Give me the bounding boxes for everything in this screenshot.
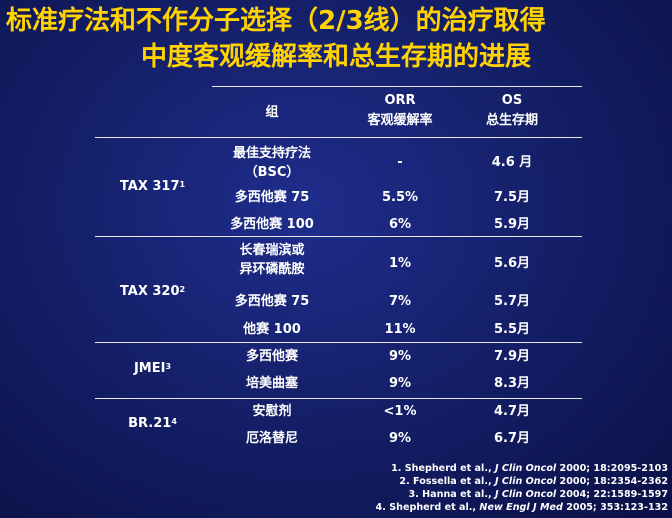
trial-name: JMEI3 [95,360,210,378]
arm-label-line2: 异环磷酰胺 [239,262,305,277]
section-divider [95,236,582,237]
os-value: 7.5月 [493,190,531,205]
orr-value: 11% [384,322,416,337]
orr-value: - [397,155,403,170]
orr-value: 1% [388,256,412,271]
header-orr-sub: 客观缓解率 [367,113,433,128]
trial-name: TAX 3202 [95,283,210,301]
trial-name-text: TAX 317 [119,179,180,194]
arm-label: 多西他赛 75 [234,190,310,205]
slide-title-line2: 中度客观缓解率和总生存期的进展 [140,42,531,72]
os-value: 4.6 月 [491,155,533,170]
trial-reference-mark: 3 [165,362,172,371]
header-os: OS [501,93,523,108]
trial-reference-mark: 2 [179,285,186,294]
orr-value: 9% [388,431,412,446]
orr-value: 6% [388,217,412,232]
section-divider [95,398,582,399]
os-value: 5.6月 [493,256,531,271]
reference-3: 3. Hanna et al., J Clin Oncol 2004; 22:1… [408,489,668,500]
section-divider [95,342,582,343]
table-top-rule [212,86,582,87]
trial-name: TAX 3171 [95,178,210,196]
orr-value: 7% [388,294,412,309]
orr-value: <1% [383,404,417,419]
arm-label: 安慰剂 [252,404,292,419]
os-value: 5.7月 [493,294,531,309]
reference-1: 1. Shepherd et al., J Clin Oncol 2000; 1… [391,463,668,474]
os-value: 8.3月 [493,376,531,391]
arm-label: 多西他赛 75 [234,294,310,309]
os-value: 6.7月 [493,431,531,446]
trial-name-text: JMEI [133,361,166,376]
arm-label: 培美曲塞 [245,376,298,391]
trial-reference-mark: 4 [171,417,177,426]
arm-label: 多西他赛 [245,349,298,364]
arm-label: 长春瑞滨或 [239,243,305,258]
trial-reference-mark: 1 [179,180,186,189]
os-value: 4.7月 [493,404,531,419]
reference-4: 4. Shepherd et al., New Engl J Med 2005;… [375,502,668,513]
os-value: 5.9月 [493,217,531,232]
header-orr: ORR [384,93,416,108]
os-value: 5.5月 [493,322,531,337]
orr-value: 9% [388,376,412,391]
arm-label: 多西他赛 100 [230,217,314,232]
os-value: 7.9月 [493,349,531,364]
header-os-sub: 总生存期 [485,113,538,128]
arm-label-line2: （BSC） [244,165,300,180]
arm-label: 厄洛替尼 [245,431,298,446]
references: 1. Shepherd et al., J Clin Oncol 2000; 1… [376,462,668,514]
header-group: 组 [265,105,279,120]
trial-name-text: TAX 320 [119,284,180,299]
trial-name-text: BR.21 [128,416,172,431]
arm-label: 他赛 100 [243,322,301,337]
orr-value: 5.5% [381,190,419,205]
trial-name: BR.214 [95,415,210,433]
reference-2: 2. Fossella et al., J Clin Oncol 2000; 1… [399,476,668,487]
header-rule [95,137,582,138]
slide-title-line1: 标准疗法和不作分子选择（2/3线）的治疗取得 [6,6,546,36]
orr-value: 9% [388,349,412,364]
arm-label: 最佳支持疗法 [232,146,311,161]
